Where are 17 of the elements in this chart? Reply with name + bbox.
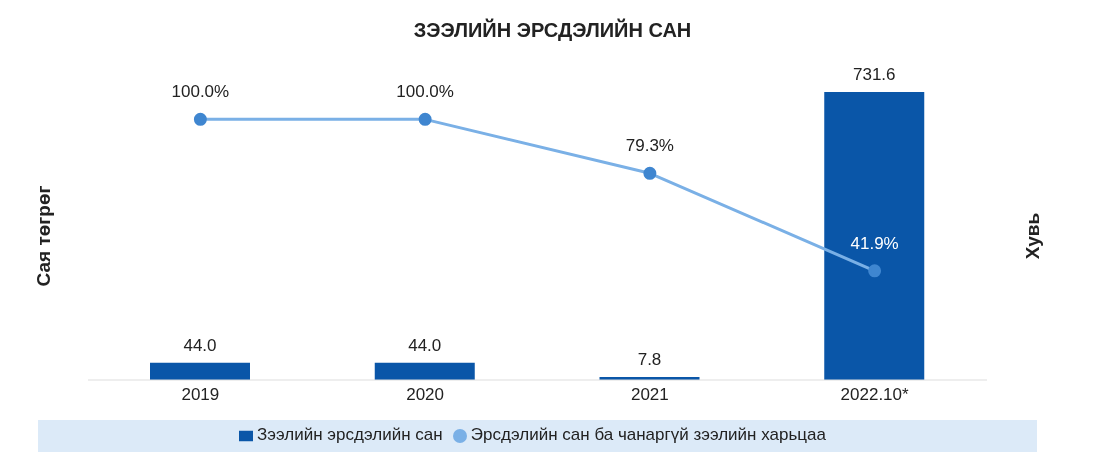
y2-axis-title: Хувь — [1021, 212, 1043, 260]
data-label: 731.6 — [852, 65, 896, 84]
data-label: 79.3% — [625, 136, 674, 156]
x-tick-label: 2019 — [181, 385, 220, 405]
data-label: 7.8 — [637, 349, 662, 369]
data-label: 44.0 — [183, 335, 217, 355]
x-tick-label: 2020 — [406, 385, 445, 405]
data-label: 44.0 — [408, 335, 442, 355]
chart-title: ЗЭЭЛИЙН ЭРСДЭЛИЙН САН — [412, 17, 693, 43]
x-tick-label: 2022.10* — [840, 385, 910, 405]
data-label: 100.0% — [171, 82, 230, 102]
x-tick-label: 2021 — [630, 385, 669, 405]
data-label: 41.9% — [850, 233, 899, 253]
y-axis-title: Сая төгрөг — [32, 185, 54, 287]
data-label: 100.0% — [396, 82, 454, 102]
legend-label: Зээлийн эрсдэлийн сан — [257, 425, 443, 444]
legend-label: Эрсдэлийн сан ба чанаргүй зээлийн харьцаа — [470, 425, 826, 444]
